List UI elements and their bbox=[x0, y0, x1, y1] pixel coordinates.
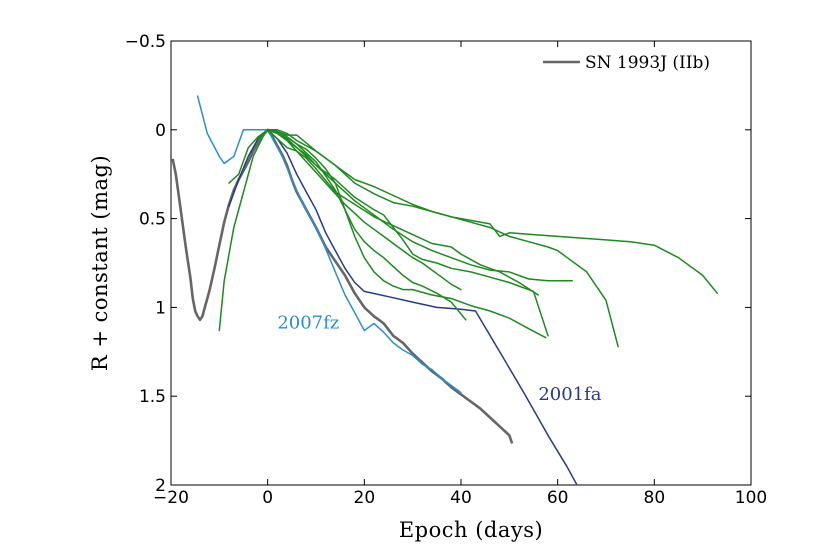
annotation-label: 2001fa bbox=[538, 384, 601, 405]
x-tick-label: 40 bbox=[450, 488, 472, 508]
annotation-layer: 2007fz 2001fa bbox=[277, 313, 601, 405]
series-layer bbox=[171, 95, 718, 485]
annotation-label: 2007fz bbox=[277, 313, 339, 334]
series-line-5 bbox=[257, 129, 718, 294]
y-tick-label: 1.5 bbox=[139, 387, 166, 407]
x-tick-label: 0 bbox=[262, 488, 273, 508]
series-line-3 bbox=[218, 129, 540, 332]
y-tick-label: 1 bbox=[155, 298, 166, 318]
y-axis-title: R + constant (mag) bbox=[88, 155, 112, 371]
x-tick-label: 20 bbox=[354, 488, 376, 508]
y-tick-label: 2 bbox=[155, 476, 166, 496]
series-line-8 bbox=[266, 129, 547, 339]
x-tick-label: 60 bbox=[547, 488, 569, 508]
y-tick-label: 0 bbox=[155, 121, 166, 141]
x-axis-title: Epoch (days) bbox=[399, 518, 543, 542]
x-tick-label: 80 bbox=[644, 488, 666, 508]
legend: SN 1993J (IIb) bbox=[543, 53, 710, 73]
plot-frame bbox=[170, 40, 752, 486]
series-line-7 bbox=[266, 129, 573, 282]
x-tick-label: 100 bbox=[735, 488, 767, 508]
tick-layer: −20 0 20 40 60 80 100 −0.5 0 0.5 1 1.5 2 bbox=[125, 32, 768, 508]
y-tick-label: −0.5 bbox=[125, 32, 166, 52]
series-line-9 bbox=[266, 129, 467, 321]
legend-label: SN 1993J (IIb) bbox=[585, 53, 710, 73]
series-line-10 bbox=[266, 129, 462, 291]
x-tick-label: −20 bbox=[153, 488, 189, 508]
series-line-1 bbox=[196, 95, 462, 394]
series-line-0 bbox=[171, 128, 514, 444]
y-tick-label: 0.5 bbox=[139, 210, 166, 230]
